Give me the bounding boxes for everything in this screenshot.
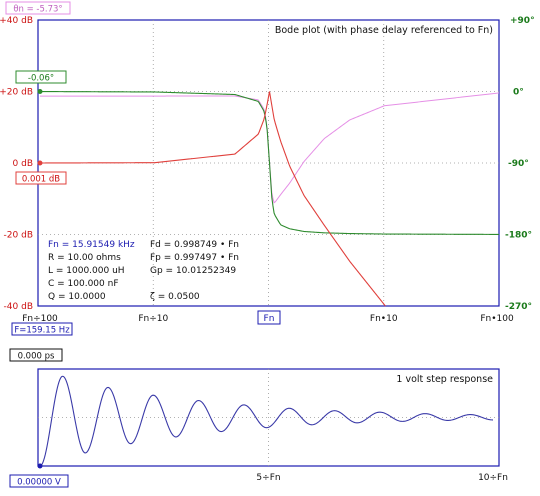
step-x-tick-label: 5÷Fn [256, 473, 280, 483]
fn-marker-label: Fn [264, 314, 275, 324]
time-value: 0.000 ps [18, 352, 55, 362]
param-r: R = 10.00 ohms [48, 253, 121, 263]
phase-delay-value: θn = -5.73° [13, 5, 62, 15]
x-tick-label: Fn•10 [370, 314, 398, 324]
right-axis: +90° 0° -90° -180° -270° [505, 16, 535, 312]
gain-readout[interactable]: 0.001 dB [15, 171, 67, 185]
y-right-tick-label: -180° [505, 231, 532, 241]
step-response-curve [39, 375, 494, 467]
y-left-tick-label: 0 dB [13, 159, 33, 169]
param-c: C = 100.000 nF [48, 279, 119, 289]
param-fd: Fd = 0.998749 • Fn [150, 240, 239, 250]
voltage-value: 0.00000 V [17, 478, 61, 488]
phase-value: -0.06° [28, 74, 54, 84]
x-tick-label: Fn÷100 [22, 314, 58, 324]
y-left-tick-label: +20 dB [0, 88, 33, 98]
phase-delay-readout[interactable]: θn = -5.73° [5, 1, 71, 15]
time-readout[interactable]: 0.000 ps [9, 348, 63, 362]
y-right-tick-label: 0° [513, 88, 524, 98]
bode-title: Bode plot (with phase delay referenced t… [275, 25, 493, 36]
y-right-tick-label: -90° [508, 159, 529, 169]
param-fn: Fn = 15.91549 kHz [48, 240, 135, 250]
parameter-panel: Fn = 15.91549 kHz R = 10.00 ohms L = 100… [48, 240, 239, 302]
step-x-tick-label: 10÷Fn [478, 473, 508, 483]
magnitude-curve [40, 91, 386, 307]
step-origin-dot[interactable] [37, 463, 43, 469]
y-right-tick-label: +90° [510, 16, 535, 26]
frequency-value: F=159.15 Hz [14, 326, 70, 336]
phase-curve [40, 91, 499, 235]
x-tick-label: Fn÷10 [138, 314, 168, 324]
step-grid [38, 369, 499, 466]
y-right-tick-label: -270° [505, 302, 532, 312]
y-left-tick-label: +40 dB [0, 16, 33, 26]
param-q: Q = 10.0000 [48, 292, 106, 302]
left-axis: +40 dB +20 dB 0 dB -20 dB -40 dB [0, 16, 33, 312]
phase-readout[interactable]: -0.06° [15, 70, 67, 84]
param-l: L = 1000.000 uH [48, 266, 125, 276]
y-left-tick-label: -40 dB [4, 302, 33, 312]
frequency-readout[interactable]: F=159.15 Hz [11, 322, 73, 336]
voltage-readout[interactable]: 0.00000 V [9, 474, 69, 488]
param-zeta: ζ = 0.0500 [150, 292, 200, 302]
gain-value: 0.001 dB [22, 175, 60, 185]
y-left-tick-label: -20 dB [4, 231, 33, 241]
fn-marker-box[interactable]: Fn [257, 310, 281, 325]
x-axis: Fn÷100 Fn÷10 Fn•10 Fn•100 [22, 314, 514, 324]
phase-marker-dot[interactable] [37, 89, 43, 94]
step-title: 1 volt step response [396, 374, 493, 385]
param-fp: Fp = 0.997497 • Fn [150, 253, 239, 263]
gain-marker-dot[interactable] [37, 160, 43, 166]
param-gp: Gp = 10.01252349 [150, 266, 236, 276]
x-tick-label: Fn•100 [480, 314, 514, 324]
